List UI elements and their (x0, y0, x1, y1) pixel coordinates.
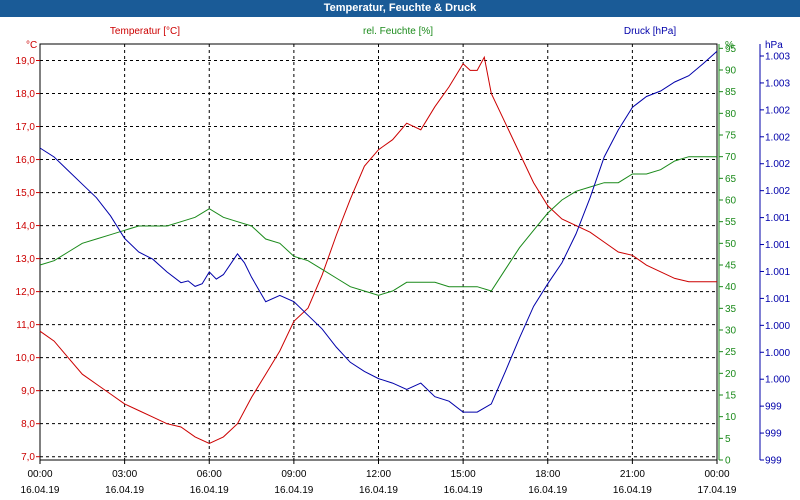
humidity-tick-label: 35 (725, 304, 737, 315)
humidity-tick-label: 80 (725, 109, 737, 120)
pressure-unit: hPa (765, 40, 783, 51)
x-tick-time: 00:00 (704, 469, 729, 480)
x-tick-date: 16.04.19 (359, 485, 398, 496)
x-tick-date: 16.04.19 (444, 485, 483, 496)
window-title: Temperatur, Feuchte & Druck (0, 0, 800, 17)
x-tick-time: 09:00 (281, 469, 306, 480)
temperature-tick-label: 7,0 (21, 452, 35, 463)
pressure-tick-label: 1.000 (765, 375, 790, 386)
humidity-tick-label: 50 (725, 239, 737, 250)
x-tick-date: 16.04.19 (105, 485, 144, 496)
humidity-series-name: rel. Feuchte [%] (363, 26, 433, 37)
x-tick-time: 18:00 (535, 469, 560, 480)
pressure-tick-label: 1.001 (765, 267, 790, 278)
temperature-tick-label: 12,0 (16, 287, 36, 298)
x-tick-time: 12:00 (366, 469, 391, 480)
temperature-tick-label: 19,0 (16, 56, 36, 67)
humidity-tick-label: 70 (725, 152, 737, 163)
x-tick-time: 06:00 (197, 469, 222, 480)
humidity-tick-label: 55 (725, 217, 737, 228)
temperature-tick-label: 17,0 (16, 122, 36, 133)
temperature-series-name: Temperatur [°C] (110, 26, 180, 37)
humidity-tick-label: 10 (725, 412, 737, 423)
humidity-tick-label: 5 (725, 434, 731, 445)
pressure-tick-label: 999 (765, 429, 782, 440)
pressure-series-name: Druck [hPa] (624, 26, 676, 37)
x-tick-date: 16.04.19 (21, 485, 60, 496)
series-lines (39, 50, 718, 445)
humidity-tick-label: 95 (725, 44, 737, 55)
x-tick-date: 17.04.19 (698, 485, 737, 496)
humidity-unit: % (725, 40, 734, 51)
x-tick-date: 16.04.19 (528, 485, 567, 496)
line-chart: 00:00 16.04.19 03:00 16.04.19 06:00 16.04.19 0… (16, 26, 791, 496)
pressure-tick-label: 1.002 (765, 105, 790, 116)
temperature-tick-label: 13,0 (16, 254, 36, 265)
temperature-series-line (39, 55, 717, 445)
pressure-tick-label: 1.000 (765, 321, 790, 332)
pressure-tick-label: 999 (765, 402, 782, 413)
pressure-series-line (39, 50, 718, 413)
humidity-tick-label: 30 (725, 326, 737, 337)
temperature-tick-label: 16,0 (16, 155, 36, 166)
humidity-tick-label: 15 (725, 391, 737, 402)
humidity-series-line (39, 156, 717, 296)
temperature-tick-label: 10,0 (16, 353, 36, 364)
pressure-tick-label: 1.002 (765, 186, 790, 197)
pressure-tick-label: 1.003 (765, 52, 790, 63)
pressure-tick-label: 1.002 (765, 159, 790, 170)
humidity-tick-label: 90 (725, 66, 737, 77)
humidity-tick-label: 60 (725, 196, 737, 207)
grid-lines (40, 44, 717, 460)
pressure-tick-label: 1.003 (765, 78, 790, 89)
x-tick-time: 00:00 (27, 469, 52, 480)
temperature-tick-label: 15,0 (16, 188, 36, 199)
humidity-tick-label: 85 (725, 87, 737, 98)
temperature-unit: °C (26, 40, 37, 51)
temperature-tick-label: 18,0 (16, 89, 36, 100)
x-tick-date: 16.04.19 (613, 485, 652, 496)
x-tick-date: 16.04.19 (274, 485, 313, 496)
humidity-tick-label: 65 (725, 174, 737, 185)
temperature-tick-label: 9,0 (21, 386, 35, 397)
temperature-tick-label: 8,0 (21, 419, 35, 430)
temperature-tick-label: 11,0 (16, 320, 35, 331)
temperature-tick-label: 14,0 (16, 221, 36, 232)
axis-labels: 00:00 16.04.19 03:00 16.04.19 06:00 16.04.19 0… (16, 40, 791, 496)
pressure-tick-label: 1.001 (765, 213, 790, 224)
pressure-tick-label: 1.000 (765, 348, 790, 359)
humidity-tick-label: 25 (725, 347, 737, 358)
x-tick-date: 16.04.19 (190, 485, 229, 496)
x-tick-time: 15:00 (451, 469, 476, 480)
humidity-tick-label: 20 (725, 369, 737, 380)
humidity-tick-label: 45 (725, 261, 737, 272)
series-legend: Temperatur [°C] rel. Feuchte [%] Druck [hP… (110, 26, 676, 37)
x-tick-time: 21:00 (620, 469, 645, 480)
humidity-tick-label: 0 (725, 456, 731, 467)
pressure-tick-label: 999 (765, 456, 782, 467)
pressure-tick-label: 1.001 (765, 240, 790, 251)
pressure-tick-label: 1.001 (765, 294, 790, 305)
humidity-tick-label: 40 (725, 282, 737, 293)
humidity-tick-label: 75 (725, 131, 737, 142)
x-tick-time: 03:00 (112, 469, 137, 480)
pressure-tick-label: 1.002 (765, 132, 790, 143)
